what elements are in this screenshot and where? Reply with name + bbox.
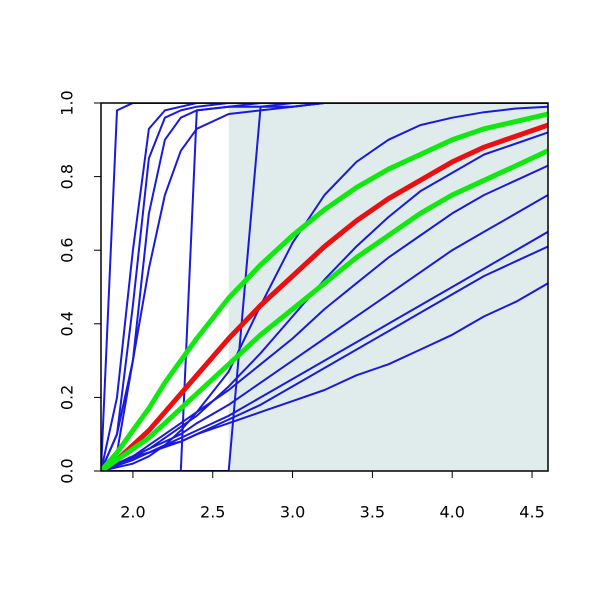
curve (101, 164, 548, 471)
y-tick-label: 0.0 (58, 458, 77, 483)
axes: 2.0 2.5 3.0 3.5 4.0 4.5 0.0 0.2 0.4 0.6 0.8 1.0 (58, 90, 545, 521)
curve (101, 103, 548, 471)
curve (101, 103, 548, 471)
curve (101, 111, 548, 471)
x-tick-label: 4.0 (439, 503, 464, 522)
y-tick-label: 0.2 (58, 385, 77, 410)
shaded-region (228, 103, 548, 471)
x-tick-label: 2.5 (200, 503, 225, 522)
y-tick-label: 0.6 (58, 237, 77, 262)
shade-layer (228, 103, 548, 471)
curve (101, 103, 548, 471)
x-tick-label: 2.0 (120, 503, 145, 522)
curve (101, 122, 548, 471)
curve (101, 103, 548, 471)
curve (101, 194, 548, 471)
plot-box (100, 102, 549, 472)
curve (101, 282, 548, 471)
y-tick-label: 1.0 (58, 90, 77, 115)
x-tick-label: 3.0 (280, 503, 305, 522)
y-tick-label: 0.8 (58, 164, 77, 189)
x-tick-label: 4.5 (519, 503, 544, 522)
curve (101, 105, 548, 471)
y-tick-label: 0.4 (58, 311, 77, 336)
lines (101, 103, 548, 471)
curve (101, 103, 548, 471)
curve (101, 103, 548, 471)
x-tick-label: 3.5 (360, 503, 385, 522)
curve (101, 148, 548, 471)
